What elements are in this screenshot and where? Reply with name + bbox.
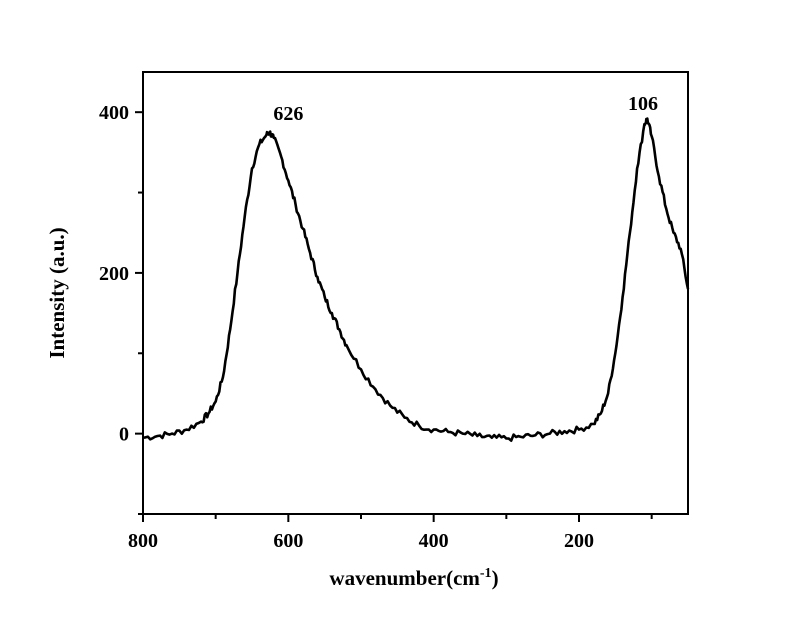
peak-label: 626	[273, 103, 303, 125]
axis-ticks	[135, 111, 653, 522]
x-tick-label: 400	[419, 530, 449, 552]
peak-label: 106	[628, 93, 658, 115]
peak-annotations: 626 106	[273, 93, 658, 125]
x-axis-label-sup: -1	[480, 566, 492, 581]
x-axis-label-main: wavenumber(cm	[329, 566, 480, 590]
spectrum-line	[142, 117, 690, 442]
x-tick-label: 600	[273, 530, 303, 552]
y-tick-label: 0	[119, 424, 129, 446]
tick-labels: 800 600 400 200 0 200 400	[99, 102, 594, 552]
x-tick-label: 200	[564, 530, 594, 552]
x-axis-label: wavenumber(cm-1)	[329, 566, 498, 590]
y-tick-label: 400	[99, 102, 129, 124]
y-tick-label: 200	[99, 263, 129, 285]
plot-frame	[142, 71, 689, 515]
x-tick-label: 800	[128, 530, 158, 552]
y-axis-label: Intensity (a.u.)	[45, 227, 69, 358]
x-axis-label-close: )	[492, 566, 499, 590]
